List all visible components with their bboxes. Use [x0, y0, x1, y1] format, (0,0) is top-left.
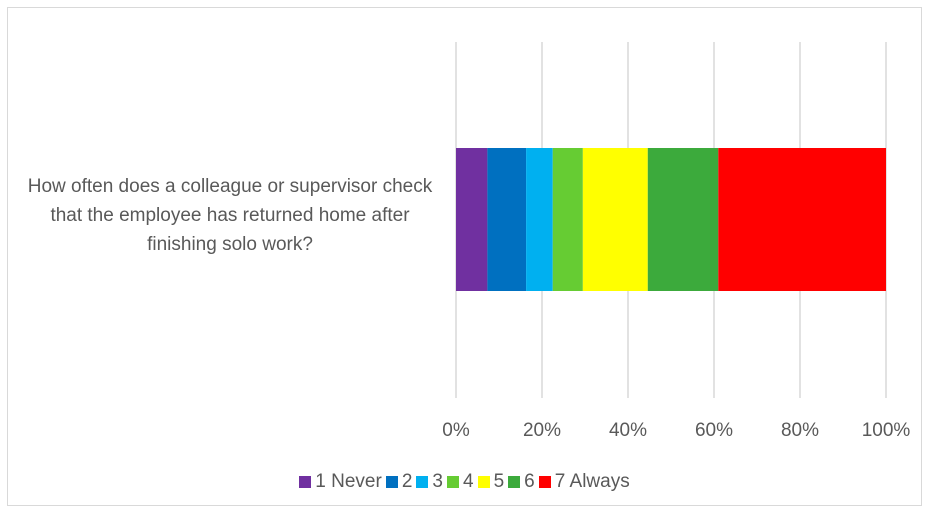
bars [456, 148, 886, 291]
legend-label: 6 [524, 471, 535, 492]
bar-segment [552, 148, 583, 291]
bar-segment [456, 148, 488, 291]
bar-segment [718, 148, 886, 291]
legend-swatch [416, 476, 429, 488]
legend-swatch [385, 476, 398, 488]
legend-item: 2 [385, 471, 413, 493]
x-tick-label: 80% [781, 420, 819, 441]
legend-item: 6 [508, 471, 535, 493]
x-tick-label: 60% [695, 420, 733, 441]
x-tick-label: 100% [862, 420, 911, 441]
legend-item: 7 Always [538, 471, 630, 493]
legend-swatch [477, 476, 490, 488]
x-tick-label: 20% [523, 420, 561, 441]
tick-labels: 0% 20% 40% 60% 80% 100% [442, 420, 910, 441]
legend-item: 1 Never [299, 471, 382, 493]
legend-label: 5 [493, 471, 505, 492]
legend-label: 7 Always [554, 471, 630, 492]
legend-label: 4 [462, 471, 474, 492]
category-label: How often does a colleague or supervisor… [27, 176, 433, 255]
x-tick-label: 40% [609, 420, 647, 441]
legend-label: 3 [432, 471, 443, 492]
legend-item: 4 [446, 471, 474, 493]
bar-segment [526, 148, 553, 291]
legend-item: 5 [477, 471, 505, 493]
x-tick-label: 0% [442, 420, 470, 441]
bar-segment [582, 148, 648, 291]
legend: 1 Never 2 3 4 5 6 7 Always [0, 471, 929, 494]
legend-swatch [538, 476, 551, 488]
legend-item: 3 [416, 471, 443, 493]
bar-segment [647, 148, 719, 291]
legend-swatch [446, 476, 459, 488]
legend-label: 2 [401, 471, 413, 492]
bar-segment [487, 148, 527, 291]
legend-label: 1 Never [315, 471, 382, 492]
legend-swatch [508, 476, 521, 488]
legend-swatch [299, 476, 312, 488]
